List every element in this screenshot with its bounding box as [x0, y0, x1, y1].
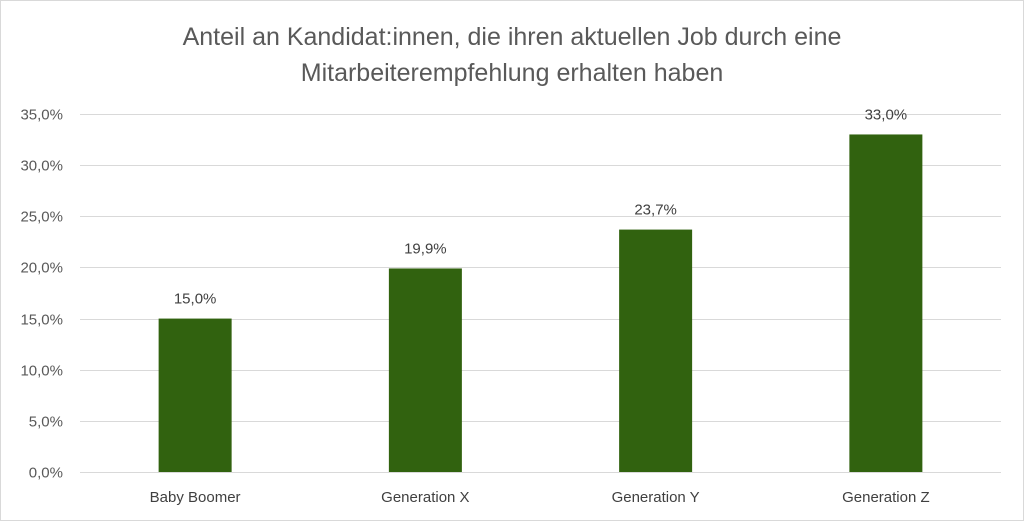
- gridlines: [80, 114, 1001, 473]
- chart-title: Anteil an Kandidat:innen, die ihren aktu…: [183, 23, 842, 87]
- chart-title-line-2: Mitarbeiterempfehlung erhalten haben: [301, 59, 724, 87]
- bars: [158, 134, 923, 472]
- bar-generation-y: [619, 229, 693, 472]
- x-category-label: Generation Z: [842, 489, 930, 506]
- y-tick-label: 20,0%: [20, 260, 63, 277]
- data-label: 19,9%: [404, 240, 447, 257]
- data-label: 15,0%: [174, 291, 217, 308]
- x-category-label: Generation X: [381, 489, 469, 506]
- y-tick-label: 35,0%: [20, 107, 63, 124]
- data-label: 23,7%: [634, 202, 677, 219]
- data-label: 33,0%: [865, 106, 908, 123]
- y-axis-tick-labels: 0,0% 5,0% 10,0% 15,0% 20,0% 25,0% 30,0% 35,0%: [20, 107, 63, 482]
- x-axis-category-labels: Baby Boomer Generation X Generation Y Gener…: [150, 489, 930, 506]
- chart-title-line-1: Anteil an Kandidat:innen, die ihren aktu…: [183, 23, 842, 51]
- y-tick-label: 10,0%: [20, 363, 63, 380]
- y-tick-label: 0,0%: [29, 465, 63, 482]
- bar-generation-x: [388, 268, 462, 472]
- y-tick-label: 30,0%: [20, 158, 63, 175]
- bar-baby-boomer: [158, 318, 232, 472]
- data-labels: 15,0% 19,9% 23,7% 33,0%: [174, 106, 907, 307]
- y-tick-label: 25,0%: [20, 209, 63, 226]
- bar-generation-z: [849, 134, 923, 472]
- y-tick-label: 5,0%: [29, 414, 63, 431]
- x-category-label: Baby Boomer: [150, 489, 241, 506]
- y-tick-label: 15,0%: [20, 312, 63, 329]
- x-category-label: Generation Y: [612, 489, 700, 506]
